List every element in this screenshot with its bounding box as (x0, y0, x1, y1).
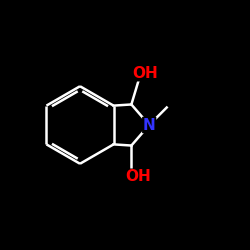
Text: OH: OH (125, 169, 150, 184)
Text: OH: OH (132, 66, 158, 81)
Text: N: N (143, 118, 156, 132)
